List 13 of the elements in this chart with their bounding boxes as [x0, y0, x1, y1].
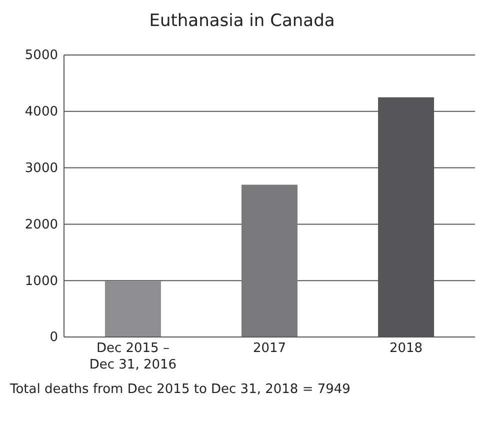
- y-tick-label: 1000: [24, 274, 58, 289]
- y-tick-label: 4000: [24, 104, 58, 120]
- chart-title: Euthanasia in Canada: [149, 11, 335, 31]
- bar: [104, 281, 161, 337]
- y-tick-label: 2000: [24, 217, 58, 232]
- x-tick-label: 2018: [390, 341, 423, 356]
- bar: [242, 184, 298, 337]
- y-tick-label: 3000: [24, 160, 58, 176]
- text: Total deaths from Dec 2015 to Dec 31, 2018 = 7949: [9, 382, 350, 397]
- x-tick-label: 2017: [252, 341, 286, 356]
- y-tick-label: 5000: [24, 48, 58, 64]
- y-tick-label: 0: [50, 330, 58, 346]
- x-tick-label: Dec 2015 – Dec 31, 2016: [89, 341, 177, 372]
